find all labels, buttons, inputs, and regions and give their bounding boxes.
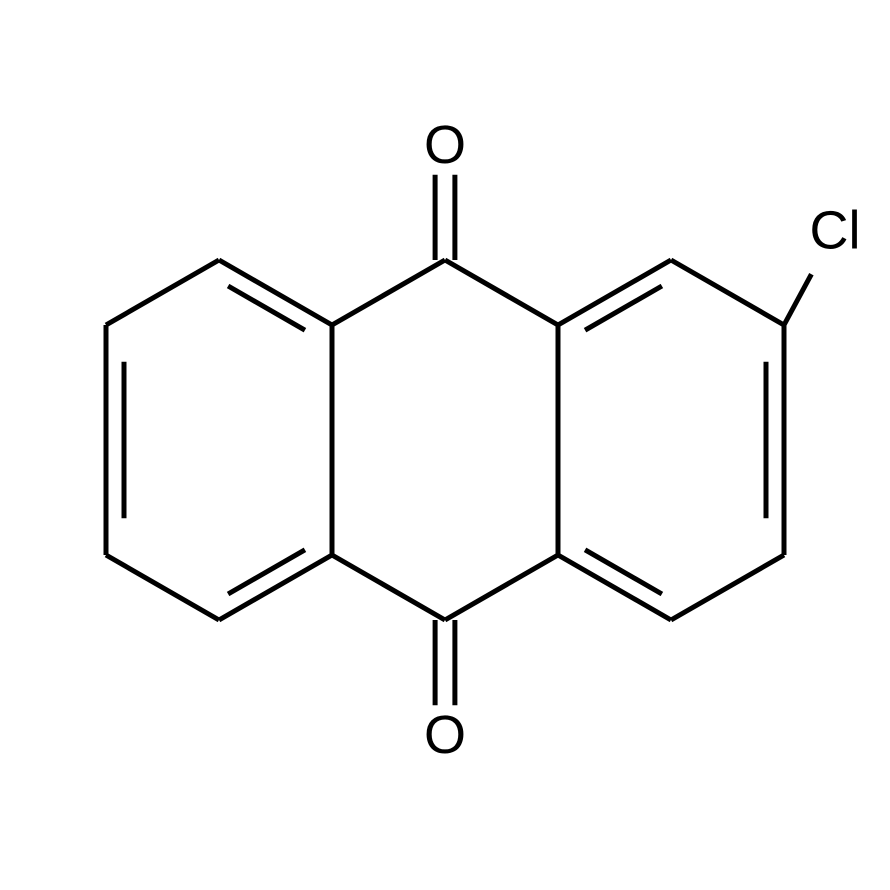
atom-label-o: O: [424, 115, 466, 175]
atom-label-o: O: [424, 705, 466, 765]
atom-label-cl: Cl: [810, 201, 861, 261]
molecule-diagram: O O Cl: [0, 0, 890, 890]
